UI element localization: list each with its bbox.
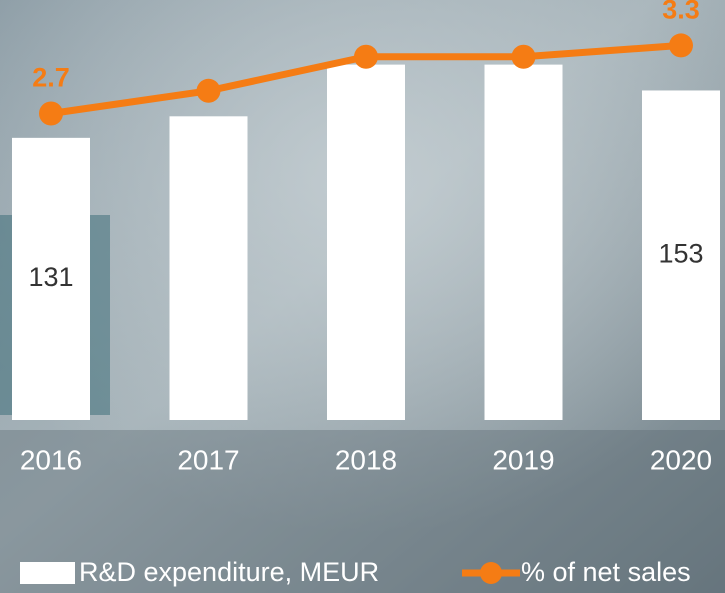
bar — [169, 116, 248, 421]
line-point — [39, 101, 63, 126]
x-tick-label: 2016 — [20, 444, 82, 475]
line-value-label: 3.3 — [662, 0, 700, 25]
legend-swatch-bar — [20, 562, 75, 584]
x-tick-label: 2019 — [492, 444, 554, 475]
legend: R&D expenditure, MEUR % of net sales — [20, 557, 691, 587]
legend-label: R&D expenditure, MEUR — [79, 557, 379, 587]
legend-swatch-dot — [480, 562, 502, 584]
legend-label: % of net sales — [521, 557, 691, 587]
bar — [327, 64, 405, 420]
x-tick-label: 2017 — [177, 444, 239, 475]
line-point — [196, 78, 221, 103]
bar-value-label: 131 — [28, 262, 73, 292]
background-bench — [0, 430, 725, 593]
x-tick-label: 2018 — [335, 444, 397, 475]
bar — [12, 137, 90, 420]
line-point — [511, 44, 536, 69]
line-point — [354, 44, 378, 69]
bar-value-label: 153 — [658, 238, 703, 268]
line-value-label: 2.7 — [32, 63, 70, 93]
bar — [484, 64, 563, 420]
x-tick-label: 2020 — [650, 444, 712, 475]
bar — [642, 90, 720, 420]
line-point — [669, 33, 693, 58]
